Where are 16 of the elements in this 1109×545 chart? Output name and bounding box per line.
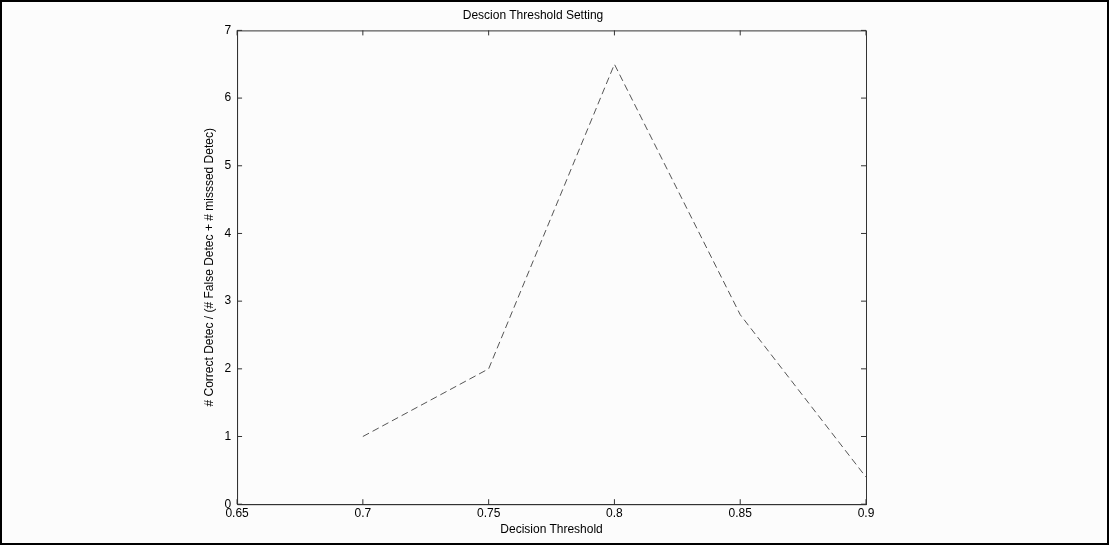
- y-tick-label: 1: [224, 428, 232, 443]
- x-tick-label: 0.85: [728, 505, 753, 520]
- x-tick-label: 0.8: [606, 505, 624, 520]
- x-tick-label: 0.7: [354, 505, 372, 520]
- x-tick-label: 0.75: [476, 505, 501, 520]
- y-tick-label: 7: [224, 22, 232, 37]
- y-tick-label: 4: [224, 225, 232, 240]
- y-tick-label: 5: [224, 158, 232, 173]
- y-tick-label: 2: [224, 361, 232, 376]
- y-tick-label: 3: [224, 293, 232, 308]
- line-series: [362, 63, 866, 478]
- y-tick-label: 6: [224, 90, 232, 105]
- y-axis-title: # Correct Detec / (# False Detec + # misssed Detec): [201, 128, 216, 407]
- x-axis-title: Decision Threshold: [500, 522, 603, 537]
- chart-title: Descion Threshold Setting: [462, 7, 604, 22]
- x-tick-label: 0.9: [857, 505, 875, 520]
